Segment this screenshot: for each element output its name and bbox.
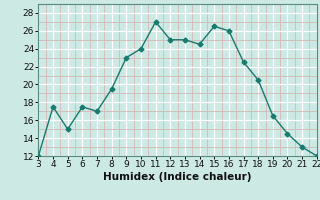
X-axis label: Humidex (Indice chaleur): Humidex (Indice chaleur)	[103, 172, 252, 182]
